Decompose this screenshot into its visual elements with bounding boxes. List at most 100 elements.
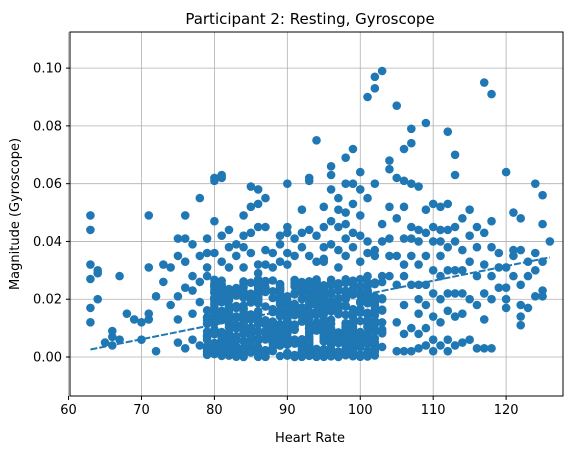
scatter-point bbox=[312, 136, 321, 145]
scatter-point bbox=[326, 216, 336, 226]
scatter-point bbox=[188, 335, 197, 344]
scatter-point bbox=[173, 292, 183, 301]
scatter-point bbox=[355, 328, 365, 337]
scatter-point bbox=[253, 268, 263, 278]
scatter-point bbox=[297, 277, 307, 287]
scatter-point bbox=[509, 271, 518, 281]
x-tick-label: 120 bbox=[494, 403, 519, 418]
scatter-point bbox=[304, 176, 314, 186]
scatter-point bbox=[487, 294, 496, 304]
scatter-point bbox=[180, 257, 190, 266]
scatter-point bbox=[304, 351, 314, 361]
scatter-point bbox=[304, 340, 314, 349]
scatter-point bbox=[151, 292, 161, 301]
scatter-point bbox=[210, 176, 219, 186]
scatter-point bbox=[399, 329, 409, 339]
scatter-point bbox=[108, 326, 117, 336]
scatter-point bbox=[334, 281, 343, 290]
scatter-point bbox=[86, 318, 95, 327]
scatter-point bbox=[479, 260, 489, 269]
scatter-point bbox=[268, 248, 278, 258]
scatter-point bbox=[458, 214, 467, 223]
scatter-point bbox=[268, 276, 278, 285]
scatter-point bbox=[545, 237, 555, 246]
scatter-point bbox=[253, 279, 263, 288]
scatter-point bbox=[472, 300, 482, 310]
scatter-point bbox=[479, 78, 489, 87]
trend-line bbox=[90, 256, 551, 351]
scatter-point bbox=[377, 306, 387, 315]
scatter-point bbox=[458, 338, 467, 347]
scatter-point bbox=[399, 271, 409, 281]
scatter-point bbox=[312, 278, 321, 287]
scatter-point bbox=[341, 179, 350, 188]
scatter-point bbox=[341, 301, 350, 311]
scatter-point bbox=[377, 318, 387, 327]
scatter-point bbox=[450, 150, 460, 160]
scatter-point bbox=[516, 300, 525, 310]
scatter-point bbox=[348, 308, 358, 317]
y-axis-label: Magnitude (Gyroscope) bbox=[8, 138, 23, 290]
scatter-point bbox=[377, 219, 387, 229]
scatter-point bbox=[341, 234, 350, 243]
scatter-point bbox=[334, 245, 343, 255]
scatter-point bbox=[428, 346, 438, 356]
scatter-point bbox=[326, 240, 336, 249]
scatter-point bbox=[224, 263, 234, 272]
scatter-point bbox=[421, 118, 431, 128]
scatter-point bbox=[224, 301, 234, 310]
scatter-point bbox=[479, 228, 489, 238]
scatter-point bbox=[304, 313, 314, 322]
scatter-point bbox=[195, 297, 205, 307]
scatter-point bbox=[341, 219, 350, 229]
scatter-point bbox=[173, 234, 183, 243]
scatter-point bbox=[319, 336, 329, 346]
scatter-point bbox=[231, 286, 241, 296]
scatter-point bbox=[261, 350, 270, 360]
scatter-point bbox=[472, 344, 482, 353]
scatter-point bbox=[363, 92, 372, 102]
scatter-point bbox=[224, 331, 234, 341]
scatter-point bbox=[253, 349, 263, 358]
scatter-point bbox=[414, 237, 423, 246]
scatter-point bbox=[275, 231, 285, 240]
scatter-point bbox=[355, 185, 365, 194]
scatter-point bbox=[355, 298, 365, 308]
scatter-point bbox=[304, 324, 314, 333]
scatter-point bbox=[159, 277, 168, 287]
scatter-point bbox=[224, 339, 234, 349]
scatter-point bbox=[355, 274, 365, 284]
scatter-point bbox=[261, 276, 270, 286]
scatter-point bbox=[290, 352, 299, 362]
scatter-point bbox=[224, 351, 234, 360]
scatter-point bbox=[290, 320, 299, 330]
scatter-point bbox=[231, 335, 241, 345]
scatter-point bbox=[319, 346, 329, 356]
scatter-point bbox=[501, 303, 511, 313]
scatter-point bbox=[304, 294, 314, 304]
scatter-point bbox=[414, 260, 423, 269]
scatter-point bbox=[246, 248, 256, 258]
scatter-point bbox=[428, 222, 438, 232]
scatter-point bbox=[363, 271, 372, 281]
scatter-point bbox=[261, 335, 270, 344]
scatter-point bbox=[180, 211, 190, 220]
scatter-point bbox=[297, 335, 307, 344]
scatter-point bbox=[516, 214, 525, 223]
scatter-point bbox=[523, 303, 533, 313]
scatter-point bbox=[224, 242, 234, 252]
scatter-point bbox=[436, 202, 445, 212]
scatter-point bbox=[334, 263, 343, 272]
scatter-point bbox=[530, 179, 540, 188]
scatter-point bbox=[239, 318, 248, 328]
scatter-point bbox=[377, 237, 387, 246]
scatter-point bbox=[210, 293, 219, 302]
scatter-point bbox=[188, 240, 197, 249]
scatter-point bbox=[319, 257, 329, 266]
scatter-point bbox=[283, 248, 292, 258]
scatter-point bbox=[407, 138, 416, 148]
scatter-point bbox=[414, 225, 423, 235]
scatter-point bbox=[275, 334, 285, 343]
scatter-point bbox=[363, 322, 372, 332]
scatter-point bbox=[355, 340, 365, 349]
